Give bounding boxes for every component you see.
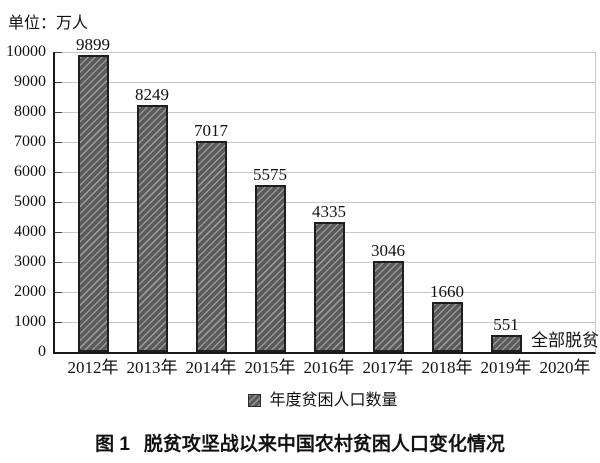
ytick-mark-8000 [55, 112, 62, 113]
bar-2016年 [313, 222, 345, 352]
gridline-5000 [55, 202, 595, 203]
bar-2015年 [254, 185, 286, 352]
gridline-6000 [55, 172, 595, 173]
ytick-mark-7000 [55, 142, 62, 143]
x-axis-label-2018年: 2018年 [421, 358, 473, 377]
y-axis-label-0: 0 [38, 343, 46, 360]
x-axis-label-2017年: 2017年 [362, 358, 414, 377]
legend-series-label: 年度贫困人口数量 [269, 392, 398, 409]
y-axis-label-3000: 3000 [14, 253, 46, 270]
figure-caption-number: 图 1 [95, 434, 130, 455]
gridline-8000 [55, 112, 595, 113]
y-axis-label-6000: 6000 [14, 163, 46, 180]
gridline-9000 [55, 82, 595, 83]
ytick-mark-10000 [55, 52, 62, 53]
figure-caption-text: 脱贫攻坚战以来中国农村贫困人口变化情况 [143, 434, 505, 455]
y-axis-label-9000: 9000 [14, 73, 46, 90]
y-axis-label-7000: 7000 [14, 133, 46, 150]
bar-2012年 [77, 55, 109, 352]
y-axis-label-2000: 2000 [14, 283, 46, 300]
y-axis-label-1000: 1000 [14, 313, 46, 330]
ytick-mark-6000 [55, 172, 62, 173]
legend-hatched-swatch-icon [248, 394, 262, 407]
y-axis-label-10000: 10000 [6, 43, 46, 60]
gridline-10000 [55, 52, 595, 53]
unit-label: 单位：万人 [8, 15, 89, 32]
x-axis-label-2015年: 2015年 [244, 358, 296, 377]
bar-value-label-2012年: 9899 [76, 35, 110, 54]
bar-2017年 [372, 261, 404, 352]
ytick-mark-1000 [55, 322, 62, 323]
x-axis-label-2013年: 2013年 [126, 358, 178, 377]
x-axis-label-2019年: 2019年 [480, 358, 532, 377]
chart-legend: 年度贫困人口数量 [53, 392, 593, 409]
x-axis-label-2016年: 2016年 [303, 358, 355, 377]
ytick-mark-2000 [55, 292, 62, 293]
bar-value-label-2014年: 7017 [194, 121, 228, 140]
y-axis-label-8000: 8000 [14, 103, 46, 120]
ytick-mark-3000 [55, 262, 62, 263]
bar-value-label-2018年: 1660 [430, 282, 464, 301]
y-axis-label-5000: 5000 [14, 193, 46, 210]
bar-2013年 [136, 105, 168, 352]
x-axis-label-2012年: 2012年 [67, 358, 119, 377]
bar-value-label-2013年: 8249 [135, 85, 169, 104]
annotation-full-shakeoff: 全部脱贫 [531, 331, 599, 350]
ytick-mark-5000 [55, 202, 62, 203]
x-axis-label-2020年: 2020年 [539, 358, 591, 377]
bar-2014年 [195, 141, 227, 352]
bar-value-label-2019年: 551 [493, 315, 519, 334]
ytick-mark-9000 [55, 82, 62, 83]
x-axis-label-2014年: 2014年 [185, 358, 237, 377]
ytick-mark-4000 [55, 232, 62, 233]
bar-value-label-2015年: 5575 [253, 165, 287, 184]
bar-value-label-2016年: 4335 [312, 202, 346, 221]
bar-value-label-2017年: 3046 [371, 241, 405, 260]
figure-caption: 图 1 脱贫攻坚战以来中国农村贫困人口变化情况 [0, 429, 600, 456]
bar-2018年 [431, 302, 463, 352]
bar-2019年 [490, 335, 522, 352]
gridline-7000 [55, 142, 595, 143]
x-axis-labels: 2012年 2013年 2014年 2015年 2016年 2017年 2018年 2019年… [0, 359, 600, 379]
y-axis-labels: 0 1000 2000 3000 4000 5000 6000 7000 8000 9000 100… [0, 0, 46, 380]
plot-area: 9899 8249 7017 5575 4335 3046 1660 551 全部脱贫 [53, 36, 599, 354]
y-axis-label-4000: 4000 [14, 223, 46, 240]
